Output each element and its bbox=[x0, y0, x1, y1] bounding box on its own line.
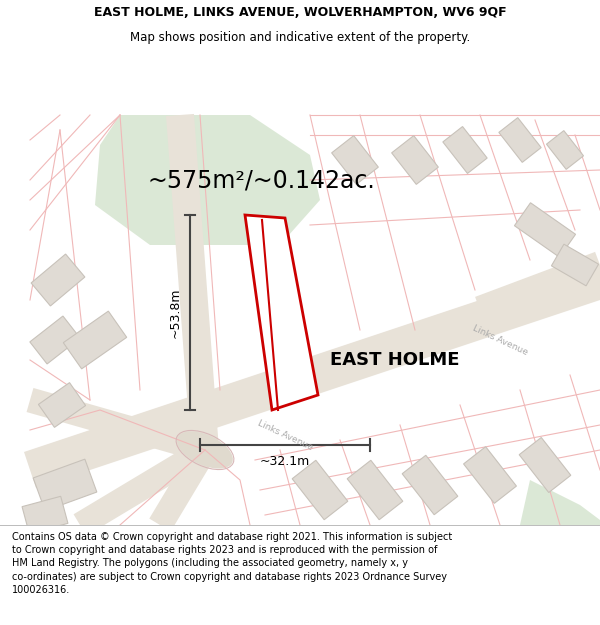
Text: EAST HOLME, LINKS AVENUE, WOLVERHAMPTON, WV6 9QF: EAST HOLME, LINKS AVENUE, WOLVERHAMPTON,… bbox=[94, 6, 506, 19]
Text: EAST HOLME: EAST HOLME bbox=[330, 351, 460, 369]
Polygon shape bbox=[475, 252, 600, 323]
Polygon shape bbox=[245, 215, 318, 410]
Polygon shape bbox=[166, 114, 219, 451]
Polygon shape bbox=[332, 136, 379, 184]
Polygon shape bbox=[95, 115, 320, 245]
Text: ~32.1m: ~32.1m bbox=[260, 455, 310, 468]
Polygon shape bbox=[392, 136, 439, 184]
Text: Links Avenue: Links Avenue bbox=[471, 323, 529, 357]
Polygon shape bbox=[22, 496, 68, 534]
Text: ~53.8m: ~53.8m bbox=[169, 288, 182, 338]
Polygon shape bbox=[30, 316, 80, 364]
Polygon shape bbox=[520, 480, 600, 525]
Polygon shape bbox=[519, 438, 571, 493]
Text: ~575m²/~0.142ac.: ~575m²/~0.142ac. bbox=[148, 168, 376, 192]
Polygon shape bbox=[149, 444, 216, 531]
Polygon shape bbox=[26, 388, 208, 462]
Text: Map shows position and indicative extent of the property.: Map shows position and indicative extent… bbox=[130, 31, 470, 44]
Polygon shape bbox=[292, 460, 348, 520]
Text: Links Avenue: Links Avenue bbox=[256, 418, 314, 452]
Polygon shape bbox=[74, 439, 211, 536]
Polygon shape bbox=[63, 311, 127, 369]
Polygon shape bbox=[31, 254, 85, 306]
Polygon shape bbox=[514, 202, 575, 258]
Polygon shape bbox=[347, 460, 403, 520]
Polygon shape bbox=[38, 382, 86, 428]
Text: Contains OS data © Crown copyright and database right 2021. This information is : Contains OS data © Crown copyright and d… bbox=[12, 532, 452, 595]
Polygon shape bbox=[402, 455, 458, 515]
Polygon shape bbox=[33, 459, 97, 511]
Polygon shape bbox=[443, 126, 487, 174]
Polygon shape bbox=[464, 447, 517, 503]
Polygon shape bbox=[24, 262, 600, 488]
Ellipse shape bbox=[177, 431, 233, 469]
Polygon shape bbox=[551, 244, 599, 286]
Polygon shape bbox=[547, 131, 584, 169]
Polygon shape bbox=[499, 118, 541, 162]
